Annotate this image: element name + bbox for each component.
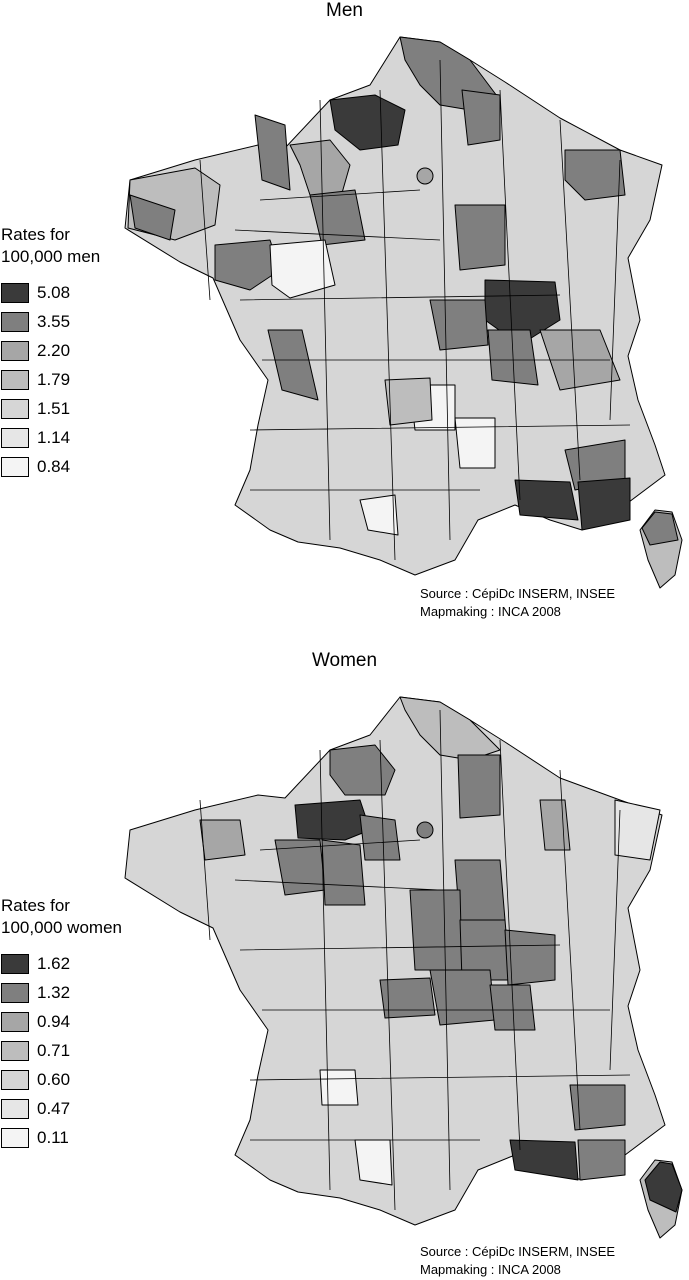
france-map-women — [124, 696, 683, 1239]
legend-item: 0.47 — [0, 1094, 122, 1123]
legend-swatch — [1, 1069, 29, 1090]
legend-item: 1.51 — [0, 394, 100, 423]
source-note: Source : CépiDc INSERM, INSEE Mapmaking … — [420, 1243, 615, 1279]
legend-title-line: Rates for — [1, 225, 70, 244]
legend-swatch — [1, 953, 29, 974]
legend-value: 2.20 — [37, 340, 71, 360]
france-outline — [124, 696, 666, 1226]
mapmaking-line: Mapmaking : INCA 2008 — [420, 604, 561, 619]
legend-item: 5.08 — [0, 278, 100, 307]
legend-item: 0.60 — [0, 1065, 122, 1094]
legend-swatch — [1, 456, 29, 477]
legend-value: 1.32 — [37, 982, 71, 1002]
men-map-panel: Men Rates for 100,000 men 5.08 3.55 2.20… — [0, 0, 683, 621]
legend-item: 0.84 — [0, 452, 100, 481]
source-note: Source : CépiDc INSERM, INSEE Mapmaking … — [420, 585, 615, 621]
legend-swatch — [1, 427, 29, 448]
france-outline — [124, 36, 666, 576]
legend-swatch — [1, 1011, 29, 1032]
legend-value: 1.14 — [37, 427, 71, 447]
legend-item: 3.55 — [0, 307, 100, 336]
legend-value: 0.94 — [37, 1011, 71, 1031]
legend-value: 0.47 — [37, 1098, 71, 1118]
mapmaking-line: Mapmaking : INCA 2008 — [420, 1262, 561, 1277]
legend-item: 1.32 — [0, 978, 122, 1007]
legend-title-line: Rates for — [1, 896, 70, 915]
legend-item: 1.14 — [0, 423, 100, 452]
legend-title-line: 100,000 men — [1, 247, 101, 266]
legend-item: 0.11 — [0, 1123, 122, 1152]
legend-swatch — [1, 982, 29, 1003]
legend-item: 1.62 — [0, 949, 122, 978]
legend-swatch — [1, 369, 29, 390]
legend-value: 1.51 — [37, 398, 71, 418]
legend-swatch — [1, 1040, 29, 1061]
legend-value: 0.71 — [37, 1040, 71, 1060]
france-map-men — [124, 36, 683, 589]
legend-item: 2.20 — [0, 336, 100, 365]
legend-swatch — [1, 398, 29, 419]
legend-title: Rates for 100,000 men — [1, 224, 100, 268]
legend-value: 0.11 — [37, 1127, 69, 1147]
legend-item: 0.71 — [0, 1036, 122, 1065]
source-line: Source : CépiDc INSERM, INSEE — [420, 586, 616, 601]
women-map-panel: Women Rates for 100,000 women 1.62 1.32 … — [0, 640, 689, 1280]
legend-swatch — [1, 1098, 29, 1119]
source-line: Source : CépiDc INSERM, INSEE — [420, 1244, 616, 1259]
legend-swatch — [1, 1127, 29, 1148]
legend-value: 1.62 — [37, 953, 71, 973]
legend-swatch — [1, 340, 29, 361]
legend-swatch — [1, 282, 29, 303]
legend-value: 0.60 — [37, 1069, 71, 1089]
legend-value: 1.79 — [37, 369, 71, 389]
legend-value: 5.08 — [37, 282, 71, 302]
legend-women: Rates for 100,000 women 1.62 1.32 0.94 0… — [0, 895, 122, 1152]
legend-swatch — [1, 311, 29, 332]
map-title: Women — [311, 650, 378, 671]
map-title: Men — [326, 0, 363, 21]
legend-value: 0.84 — [37, 456, 71, 476]
legend-value: 3.55 — [37, 311, 71, 331]
legend-item: 1.79 — [0, 365, 100, 394]
legend-title: Rates for 100,000 women — [1, 895, 122, 939]
legend-title-line: 100,000 women — [1, 918, 122, 937]
legend-men: Rates for 100,000 men 5.08 3.55 2.20 1.7… — [0, 224, 100, 481]
legend-item: 0.94 — [0, 1007, 122, 1036]
